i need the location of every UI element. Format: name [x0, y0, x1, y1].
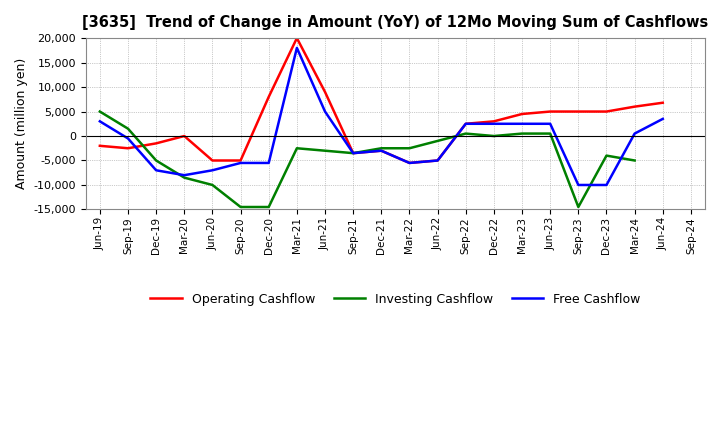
Free Cashflow: [349, 150, 358, 156]
Investing Cashflow: [96, 109, 104, 114]
Free Cashflow: [180, 172, 189, 178]
Operating Cashflow: [405, 160, 414, 165]
Free Cashflow: [208, 168, 217, 173]
Free Cashflow: [377, 148, 386, 154]
Free Cashflow: [320, 109, 329, 114]
Investing Cashflow: [152, 158, 161, 163]
Operating Cashflow: [96, 143, 104, 148]
Line: Operating Cashflow: Operating Cashflow: [100, 38, 663, 163]
Investing Cashflow: [490, 133, 498, 139]
Operating Cashflow: [574, 109, 582, 114]
Free Cashflow: [152, 168, 161, 173]
Operating Cashflow: [462, 121, 470, 126]
Investing Cashflow: [292, 146, 301, 151]
Free Cashflow: [518, 121, 526, 126]
Investing Cashflow: [208, 182, 217, 187]
Investing Cashflow: [518, 131, 526, 136]
Operating Cashflow: [377, 148, 386, 154]
Y-axis label: Amount (million yen): Amount (million yen): [15, 58, 28, 189]
Free Cashflow: [264, 160, 273, 165]
Free Cashflow: [124, 136, 132, 141]
Operating Cashflow: [292, 36, 301, 41]
Investing Cashflow: [180, 175, 189, 180]
Investing Cashflow: [546, 131, 554, 136]
Investing Cashflow: [405, 146, 414, 151]
Free Cashflow: [236, 160, 245, 165]
Operating Cashflow: [152, 141, 161, 146]
Line: Investing Cashflow: Investing Cashflow: [100, 112, 634, 207]
Free Cashflow: [490, 121, 498, 126]
Free Cashflow: [292, 45, 301, 51]
Operating Cashflow: [490, 119, 498, 124]
Free Cashflow: [630, 131, 639, 136]
Free Cashflow: [574, 182, 582, 187]
Operating Cashflow: [433, 158, 442, 163]
Investing Cashflow: [124, 126, 132, 131]
Free Cashflow: [433, 158, 442, 163]
Operating Cashflow: [320, 89, 329, 95]
Operating Cashflow: [180, 133, 189, 139]
Operating Cashflow: [602, 109, 611, 114]
Title: [3635]  Trend of Change in Amount (YoY) of 12Mo Moving Sum of Cashflows: [3635] Trend of Change in Amount (YoY) o…: [82, 15, 708, 30]
Free Cashflow: [405, 160, 414, 165]
Operating Cashflow: [630, 104, 639, 109]
Operating Cashflow: [208, 158, 217, 163]
Legend: Operating Cashflow, Investing Cashflow, Free Cashflow: Operating Cashflow, Investing Cashflow, …: [145, 288, 645, 311]
Investing Cashflow: [377, 146, 386, 151]
Operating Cashflow: [236, 158, 245, 163]
Investing Cashflow: [433, 138, 442, 143]
Investing Cashflow: [602, 153, 611, 158]
Investing Cashflow: [236, 204, 245, 209]
Free Cashflow: [659, 116, 667, 121]
Free Cashflow: [96, 119, 104, 124]
Operating Cashflow: [124, 146, 132, 151]
Operating Cashflow: [659, 100, 667, 105]
Investing Cashflow: [574, 204, 582, 209]
Operating Cashflow: [518, 111, 526, 117]
Free Cashflow: [546, 121, 554, 126]
Operating Cashflow: [349, 150, 358, 156]
Operating Cashflow: [546, 109, 554, 114]
Investing Cashflow: [320, 148, 329, 154]
Investing Cashflow: [462, 131, 470, 136]
Free Cashflow: [462, 121, 470, 126]
Investing Cashflow: [630, 158, 639, 163]
Line: Free Cashflow: Free Cashflow: [100, 48, 663, 185]
Investing Cashflow: [349, 150, 358, 156]
Operating Cashflow: [264, 94, 273, 99]
Free Cashflow: [602, 182, 611, 187]
Investing Cashflow: [264, 204, 273, 209]
